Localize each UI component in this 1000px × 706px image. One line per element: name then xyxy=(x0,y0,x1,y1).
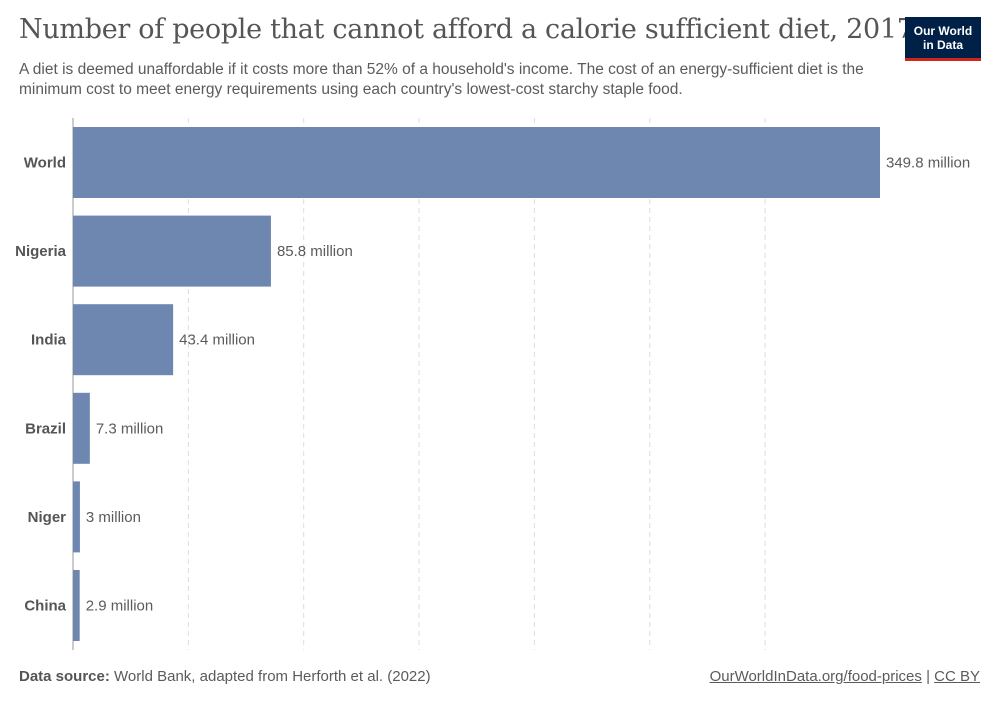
category-label: India xyxy=(31,332,67,349)
source-text: World Bank, adapted from Herforth et al.… xyxy=(114,668,431,685)
gridlines xyxy=(72,118,766,650)
category-label: Brazil xyxy=(25,420,66,437)
category-label: China xyxy=(24,598,66,615)
bars xyxy=(73,127,880,641)
owid-logo[interactable]: Our World in Data xyxy=(905,17,981,61)
value-label: 43.4 million xyxy=(179,332,255,349)
bar-niger[interactable] xyxy=(73,481,80,553)
source-label: Data source: xyxy=(19,668,110,685)
chart-title: Number of people that cannot afford a ca… xyxy=(19,14,914,45)
bar-nigeria[interactable] xyxy=(73,215,271,287)
bar-brazil[interactable] xyxy=(73,392,90,464)
value-label: 349.8 million xyxy=(886,155,970,172)
bar-world[interactable] xyxy=(73,127,880,198)
logo-line-2: in Data xyxy=(922,37,963,52)
bar-china[interactable] xyxy=(73,570,80,641)
footer-links: OurWorldInData.org/food-prices | CC BY xyxy=(710,668,980,685)
category-label: Niger xyxy=(28,509,67,526)
value-label: 3 million xyxy=(86,509,141,526)
value-label: 7.3 million xyxy=(96,420,164,437)
value-label: 2.9 million xyxy=(86,598,154,615)
labels: World 349.8 million Nigeria 85.8 million Ind… xyxy=(15,155,970,615)
source-link[interactable]: OurWorldInData.org/food-prices xyxy=(709,668,922,685)
footer-source: Data source: World Bank, adapted from He… xyxy=(19,668,431,685)
logo-line-1: Our World xyxy=(913,23,973,38)
category-label: Nigeria xyxy=(15,243,67,260)
license-link[interactable]: CC BY xyxy=(934,668,980,685)
chart-subtitle: A diet is deemed unaffordable if it cost… xyxy=(19,61,864,98)
value-label: 85.8 million xyxy=(277,243,353,260)
bar-india[interactable] xyxy=(73,304,174,376)
category-label: World xyxy=(24,155,66,172)
footer-separator: | xyxy=(926,668,930,685)
